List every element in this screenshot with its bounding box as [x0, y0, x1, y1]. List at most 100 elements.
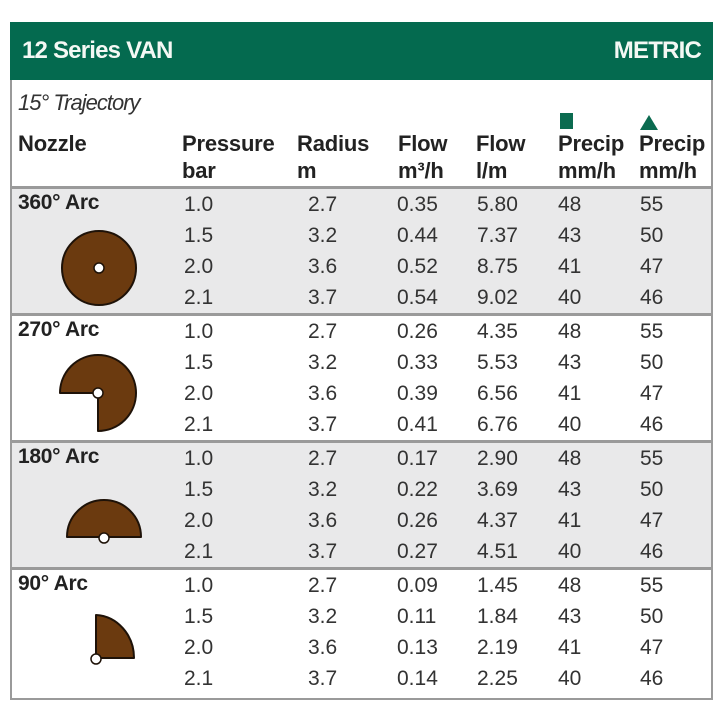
precip-square-cell: 41 — [558, 636, 582, 659]
precip-square-cell: 41 — [558, 255, 582, 278]
radius-cell: 3.7 — [308, 286, 338, 309]
radius-cell: 3.6 — [308, 509, 338, 532]
units-label: METRIC — [613, 37, 702, 64]
precip-triangle-cell: 50 — [640, 478, 664, 501]
flow-m3h-cell: 0.27 — [397, 540, 438, 563]
trajectory-subtitle: 15° Trajectory — [18, 90, 141, 115]
radius-cell: 3.6 — [308, 255, 338, 278]
header-line2: l/m — [476, 158, 508, 183]
pressure-cell: 1.5 — [184, 224, 214, 247]
flow-lm-cell: 3.69 — [477, 478, 518, 501]
column-header-precip-square: Precip mm/h — [558, 130, 624, 184]
precip-triangle-cell: 50 — [640, 605, 664, 628]
flow-m3h-cell: 0.33 — [397, 351, 438, 374]
flow-lm-cell: 2.25 — [477, 667, 518, 690]
precip-triangle-cell: 55 — [640, 574, 664, 597]
flow-lm-cell: 1.84 — [477, 605, 518, 628]
flow-m3h-cell: 0.22 — [397, 478, 438, 501]
arc-label: 180° Arc — [18, 445, 100, 468]
precip-square-cell: 43 — [558, 351, 582, 374]
radius-cell: 2.7 — [308, 574, 338, 597]
three-quarter-arc-icon — [59, 354, 137, 432]
pressure-cell: 1.5 — [184, 351, 214, 374]
precip-square-cell: 48 — [558, 193, 582, 216]
header-line2: mm/h — [558, 158, 616, 183]
flow-m3h-cell: 0.17 — [397, 447, 438, 470]
precip-square-cell: 40 — [558, 667, 582, 690]
arc-label: 360° Arc — [18, 191, 100, 214]
pressure-cell: 2.1 — [184, 413, 214, 436]
flow-lm-cell: 4.35 — [477, 320, 518, 343]
flow-m3h-cell: 0.11 — [397, 605, 437, 628]
triangle-spacing-icon — [640, 115, 658, 130]
pressure-cell: 2.1 — [184, 540, 214, 563]
header-line1: Flow — [476, 131, 526, 156]
precip-square-cell: 41 — [558, 382, 582, 405]
radius-cell: 3.7 — [308, 413, 338, 436]
performance-table: 15° Trajectory Nozzle Pressure bar Radiu… — [10, 80, 713, 700]
radius-cell: 3.7 — [308, 667, 338, 690]
arc-label: 270° Arc — [18, 318, 100, 341]
precip-square-cell: 40 — [558, 286, 582, 309]
pressure-cell: 1.5 — [184, 605, 214, 628]
precip-triangle-cell: 50 — [640, 351, 664, 374]
precip-square-cell: 43 — [558, 224, 582, 247]
flow-m3h-cell: 0.14 — [397, 667, 438, 690]
flow-m3h-cell: 0.13 — [397, 636, 438, 659]
radius-cell: 3.2 — [308, 605, 338, 628]
arc-section-360: 360° Arc 1.0 1.5 2.0 2.1 2.7 3.2 3.6 3.7… — [12, 186, 711, 313]
flow-lm-cell: 5.80 — [477, 193, 518, 216]
precip-square-cell: 40 — [558, 540, 582, 563]
flow-lm-cell: 8.75 — [477, 255, 518, 278]
flow-m3h-cell: 0.44 — [397, 224, 438, 247]
arc-section-180: 180° Arc 1.0 1.5 2.0 2.1 2.7 3.2 3.6 3.7… — [12, 440, 711, 567]
flow-m3h-cell: 0.41 — [397, 413, 438, 436]
header-line1: Radius — [297, 131, 370, 156]
flow-m3h-cell: 0.09 — [397, 574, 438, 597]
radius-cell: 3.2 — [308, 224, 338, 247]
square-spacing-icon — [560, 113, 573, 129]
radius-cell: 2.7 — [308, 447, 338, 470]
column-header-pressure: Pressure bar — [182, 130, 275, 184]
flow-lm-cell: 2.19 — [477, 636, 518, 659]
arc-label: 90° Arc — [18, 572, 88, 595]
full-circle-arc-icon — [61, 230, 137, 306]
precip-square-cell: 41 — [558, 509, 582, 532]
column-header-radius: Radius m — [297, 130, 369, 184]
flow-m3h-cell: 0.26 — [397, 320, 438, 343]
flow-m3h-cell: 0.54 — [397, 286, 438, 309]
precip-triangle-cell: 47 — [640, 509, 664, 532]
quarter-arc-icon — [90, 614, 136, 665]
flow-lm-cell: 5.53 — [477, 351, 518, 374]
pressure-cell: 2.0 — [184, 255, 214, 278]
radius-cell: 2.7 — [308, 320, 338, 343]
flow-lm-cell: 7.37 — [477, 224, 518, 247]
radius-cell: 2.7 — [308, 193, 338, 216]
flow-lm-cell: 1.45 — [477, 574, 518, 597]
header-line2: bar — [182, 158, 216, 183]
half-arc-icon — [66, 499, 142, 544]
precip-square-cell: 43 — [558, 605, 582, 628]
radius-cell: 3.6 — [308, 636, 338, 659]
pressure-cell: 2.0 — [184, 382, 214, 405]
series-title: 12 Series VAN — [22, 37, 173, 64]
header-line1: Pressure — [182, 131, 275, 156]
pressure-cell: 1.0 — [184, 320, 214, 343]
radius-cell: 3.7 — [308, 540, 338, 563]
precip-triangle-cell: 55 — [640, 320, 664, 343]
flow-m3h-cell: 0.39 — [397, 382, 438, 405]
precip-square-cell: 48 — [558, 320, 582, 343]
flow-lm-cell: 9.02 — [477, 286, 518, 309]
arc-section-90: 90° Arc 1.0 1.5 2.0 2.1 2.7 3.2 3.6 3.7 … — [12, 567, 711, 694]
pressure-cell: 1.0 — [184, 193, 214, 216]
flow-lm-cell: 2.90 — [477, 447, 518, 470]
flow-lm-cell: 6.76 — [477, 413, 518, 436]
precip-square-cell: 48 — [558, 574, 582, 597]
precip-triangle-cell: 46 — [640, 286, 664, 309]
precip-triangle-cell: 55 — [640, 193, 664, 216]
flow-m3h-cell: 0.52 — [397, 255, 438, 278]
flow-lm-cell: 6.56 — [477, 382, 518, 405]
header-line1: Precip — [639, 131, 706, 156]
precip-square-cell: 40 — [558, 413, 582, 436]
pressure-cell: 2.0 — [184, 509, 214, 532]
